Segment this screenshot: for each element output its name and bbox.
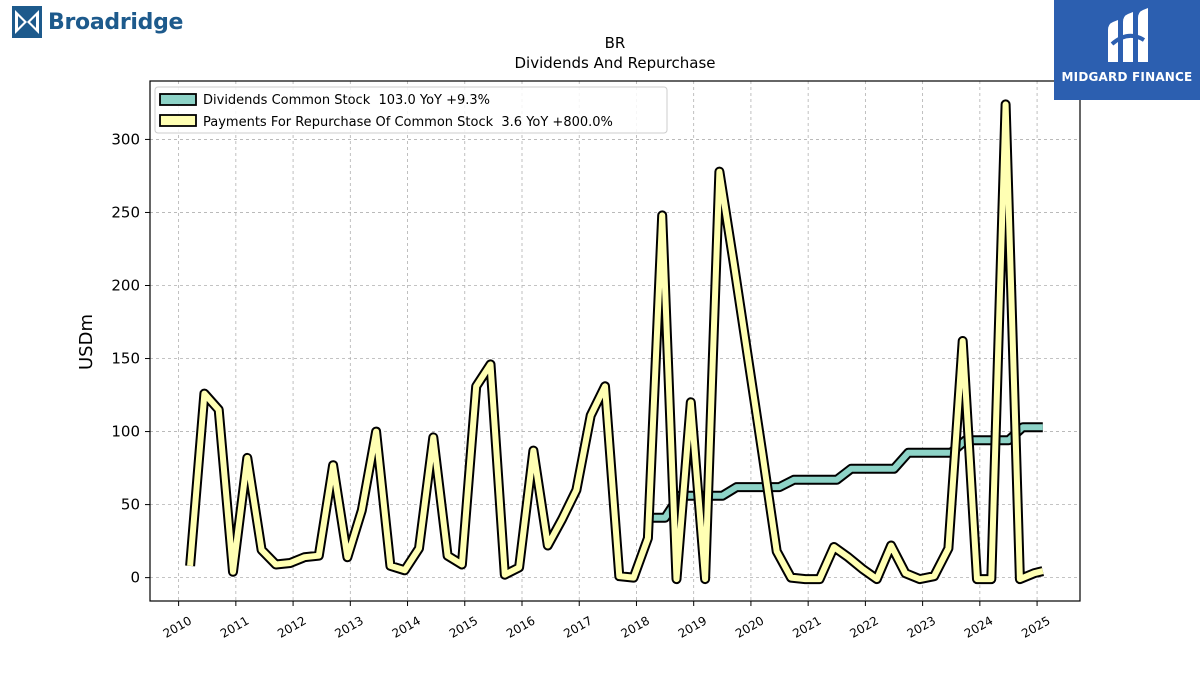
x-tick-label: 2020 xyxy=(733,613,766,640)
x-tick-label: 2015 xyxy=(447,613,480,640)
legend-label-dividends: Dividends Common Stock 103.0 YoY +9.3% xyxy=(203,93,490,108)
chart-title: BR xyxy=(605,34,626,52)
midgard-mark-icon xyxy=(1108,8,1148,62)
midgard-finance-logo: MIDGARD FINANCE xyxy=(1054,0,1200,100)
x-tick-label: 2018 xyxy=(619,613,652,640)
broadridge-wordmark: Broadridge xyxy=(48,9,184,35)
y-tick-label: 0 xyxy=(130,569,140,587)
x-tick-label: 2010 xyxy=(161,613,194,640)
x-tick-label: 2012 xyxy=(275,613,308,640)
x-tick-label: 2014 xyxy=(390,613,423,640)
y-tick-label: 250 xyxy=(111,203,140,221)
y-tick-label: 100 xyxy=(111,423,140,441)
legend-swatch-repurchase xyxy=(159,114,197,127)
series-lines xyxy=(185,99,1044,585)
broadridge-logo: Broadridge xyxy=(12,6,183,38)
x-tick-label: 2022 xyxy=(847,613,880,640)
plot-area-frame xyxy=(149,80,1081,602)
y-tick-label: 200 xyxy=(111,276,140,294)
series-repurchase-line xyxy=(187,101,1044,583)
x-tick-label: 2011 xyxy=(218,613,251,640)
y-axis-label: USDm xyxy=(76,314,97,370)
y-tick-label: 50 xyxy=(121,496,140,514)
x-tick-label: 2016 xyxy=(504,613,537,640)
chart-subtitle: Dividends And Repurchase xyxy=(514,54,715,72)
midgard-wordmark: MIDGARD FINANCE xyxy=(1061,70,1193,84)
x-axis-ticks: 2010 2011 2012 2013 2014 2015 2016 2017 2018 2019… xyxy=(161,601,1053,641)
x-tick-label: 2021 xyxy=(790,613,823,640)
x-tick-label: 2024 xyxy=(962,613,995,640)
legend-swatch-dividends xyxy=(159,93,197,106)
x-tick-label: 2023 xyxy=(905,613,938,640)
x-tick-label: 2013 xyxy=(332,613,365,640)
x-tick-label: 2019 xyxy=(676,613,709,640)
y-axis-ticks: 0 50 100 150 200 250 300 xyxy=(111,130,150,587)
x-tick-label: 2017 xyxy=(561,613,594,640)
legend-label-repurchase: Payments For Repurchase Of Common Stock … xyxy=(203,115,613,130)
x-tick-label: 2025 xyxy=(1019,613,1052,640)
y-tick-label: 300 xyxy=(111,130,140,148)
broadridge-mark-icon xyxy=(12,6,42,38)
y-tick-label: 150 xyxy=(111,350,140,368)
legend: Dividends Common Stock 103.0 YoY +9.3% P… xyxy=(154,86,668,134)
